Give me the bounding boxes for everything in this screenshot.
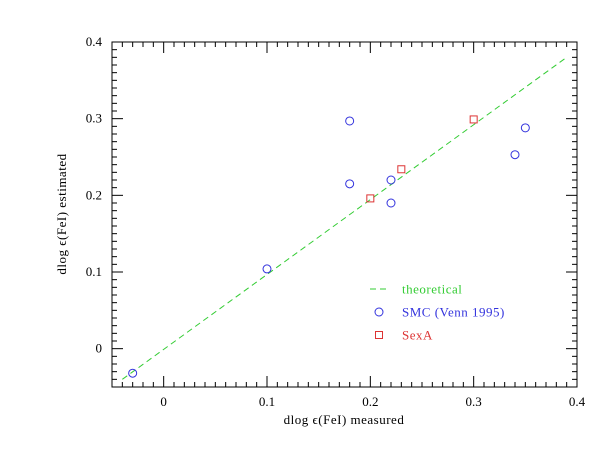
- chart-marks: [122, 56, 567, 380]
- legend-label: SexA: [402, 328, 433, 343]
- smc-point: [520, 123, 530, 133]
- smc-point: [262, 264, 272, 274]
- y-axis-title: dlog ϵ(FeI) estimated: [54, 153, 69, 274]
- x-tick-label: 0.4: [569, 394, 586, 409]
- sexa-point: [469, 115, 478, 124]
- x-tick-label: 0.3: [466, 394, 482, 409]
- theoretical-line: [122, 56, 567, 380]
- sexa-point: [366, 194, 375, 203]
- x-axis-title: dlog ϵ(FeI) measured: [284, 412, 405, 427]
- legend-label: SMC (Venn 1995): [402, 305, 505, 320]
- smc-point: [345, 116, 355, 126]
- y-tick-label: 0.4: [86, 34, 103, 49]
- smc-point: [386, 175, 396, 185]
- y-tick-label: 0.3: [86, 111, 102, 126]
- plot-frame: [111, 41, 578, 388]
- y-tick-label: 0.1: [86, 264, 102, 279]
- x-tick-label: 0: [160, 394, 167, 409]
- smc-point: [386, 198, 396, 208]
- axis-ticks: [111, 41, 578, 388]
- sexa-point: [397, 165, 406, 174]
- legend: theoretical SMC (Venn 1995) SexA: [370, 282, 505, 343]
- tick-labels: 0 0.1 0.2 0.3 0.4 0 0.1 0.2 0.3 0.4: [86, 34, 586, 409]
- x-tick-label: 0.2: [362, 394, 378, 409]
- smc-point: [345, 179, 355, 189]
- x-tick-label: 0.1: [259, 394, 275, 409]
- legend-swatch-square: [375, 331, 383, 339]
- y-tick-label: 0.2: [86, 187, 102, 202]
- smc-point: [128, 368, 138, 378]
- smc-point: [510, 150, 520, 160]
- legend-swatch-circle: [374, 307, 384, 317]
- y-tick-label: 0: [96, 341, 103, 356]
- legend-label: theoretical: [402, 282, 462, 297]
